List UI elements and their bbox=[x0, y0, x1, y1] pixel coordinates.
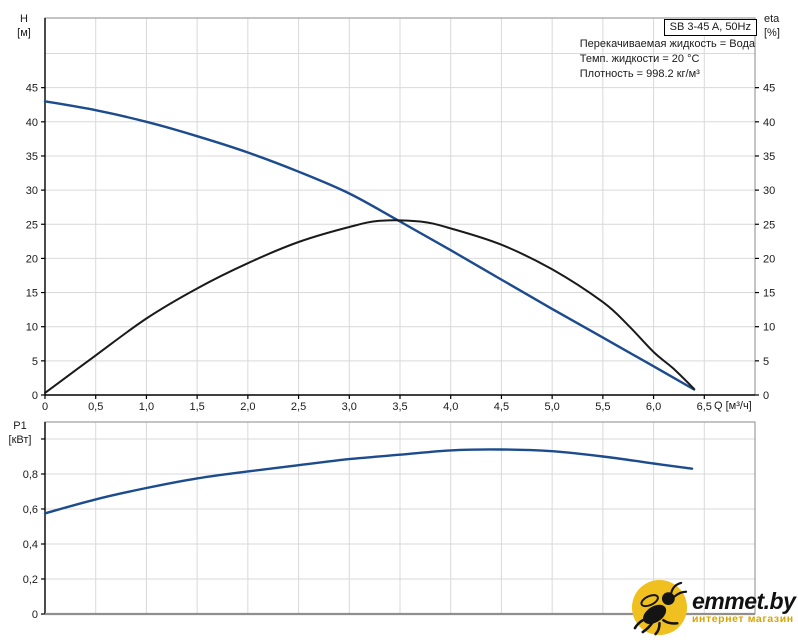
annotation-fluid: Перекачиваемая жидкость = Вода bbox=[579, 38, 755, 50]
svg-text:5: 5 bbox=[763, 356, 769, 368]
svg-text:3,0: 3,0 bbox=[342, 401, 357, 413]
svg-text:2,5: 2,5 bbox=[291, 401, 306, 413]
eta-axis-label-line1: eta bbox=[764, 13, 780, 25]
fluid-annotations: Перекачиваемая жидкость = Вода Темп. жид… bbox=[580, 37, 755, 82]
svg-text:0: 0 bbox=[42, 401, 48, 413]
svg-text:40: 40 bbox=[26, 117, 38, 129]
logo-subtitle-text: интернет магазин bbox=[692, 613, 794, 625]
bee-icon bbox=[630, 578, 689, 637]
logo-brand-text: emmet.by bbox=[692, 588, 796, 614]
svg-text:5,0: 5,0 bbox=[544, 401, 559, 413]
svg-text:45: 45 bbox=[26, 83, 38, 95]
svg-text:0,4: 0,4 bbox=[23, 539, 38, 551]
curve-P1 bbox=[43, 448, 694, 515]
emmet-logo: emmet.by интернет магазин bbox=[630, 575, 798, 639]
svg-text:6,5: 6,5 bbox=[697, 401, 712, 413]
svg-text:0: 0 bbox=[32, 390, 38, 402]
svg-text:15: 15 bbox=[763, 288, 775, 300]
svg-text:30: 30 bbox=[26, 185, 38, 197]
logo-text: emmet.by интернет магазин bbox=[692, 588, 796, 625]
svg-text:20: 20 bbox=[26, 253, 38, 265]
svg-text:40: 40 bbox=[763, 117, 775, 129]
svg-text:10: 10 bbox=[763, 322, 775, 334]
svg-text:6,0: 6,0 bbox=[646, 401, 661, 413]
svg-text:5: 5 bbox=[32, 356, 38, 368]
svg-text:25: 25 bbox=[26, 219, 38, 231]
svg-text:20: 20 bbox=[763, 253, 775, 265]
annotation-density: Плотность = 998.2 кг/м³ bbox=[579, 68, 700, 80]
svg-text:1,0: 1,0 bbox=[139, 401, 154, 413]
svg-text:30: 30 bbox=[763, 185, 775, 197]
svg-text:0,5: 0,5 bbox=[88, 401, 103, 413]
svg-text:1,5: 1,5 bbox=[189, 401, 204, 413]
svg-text:4,5: 4,5 bbox=[494, 401, 509, 413]
svg-text:35: 35 bbox=[26, 151, 38, 163]
q-axis-label: Q [м³/ч] bbox=[714, 400, 752, 412]
svg-text:3,5: 3,5 bbox=[392, 401, 407, 413]
curve-eta bbox=[44, 219, 696, 394]
annotation-temperature: Темп. жидкости = 20 °C bbox=[579, 53, 700, 65]
svg-text:0,8: 0,8 bbox=[23, 469, 38, 481]
h-axis-label-line2: [м] bbox=[17, 27, 31, 39]
svg-text:45: 45 bbox=[763, 83, 775, 95]
h-axis-label: H [м] bbox=[8, 12, 40, 40]
svg-text:35: 35 bbox=[763, 151, 775, 163]
svg-text:0: 0 bbox=[763, 390, 769, 402]
p1-axis-label: P1 [кВт] bbox=[0, 419, 40, 447]
svg-text:5,5: 5,5 bbox=[595, 401, 610, 413]
curve-H-Q bbox=[43, 100, 696, 391]
svg-text:10: 10 bbox=[26, 322, 38, 334]
p1-axis-label-line1: P1 bbox=[13, 420, 27, 432]
p1-axis-label-line2: [кВт] bbox=[8, 434, 32, 446]
svg-text:4,0: 4,0 bbox=[443, 401, 458, 413]
eta-axis-label-line2: [%] bbox=[764, 27, 780, 39]
h-axis-label-line1: H bbox=[20, 13, 28, 25]
eta-axis-label: eta [%] bbox=[764, 12, 797, 40]
svg-text:2,0: 2,0 bbox=[240, 401, 255, 413]
svg-text:0,6: 0,6 bbox=[23, 504, 38, 516]
pump-model-title-box: SB 3-45 A, 50Hz bbox=[663, 19, 757, 36]
svg-text:0,2: 0,2 bbox=[23, 574, 38, 586]
svg-text:0: 0 bbox=[32, 609, 38, 621]
svg-text:15: 15 bbox=[26, 288, 38, 300]
svg-text:25: 25 bbox=[763, 219, 775, 231]
